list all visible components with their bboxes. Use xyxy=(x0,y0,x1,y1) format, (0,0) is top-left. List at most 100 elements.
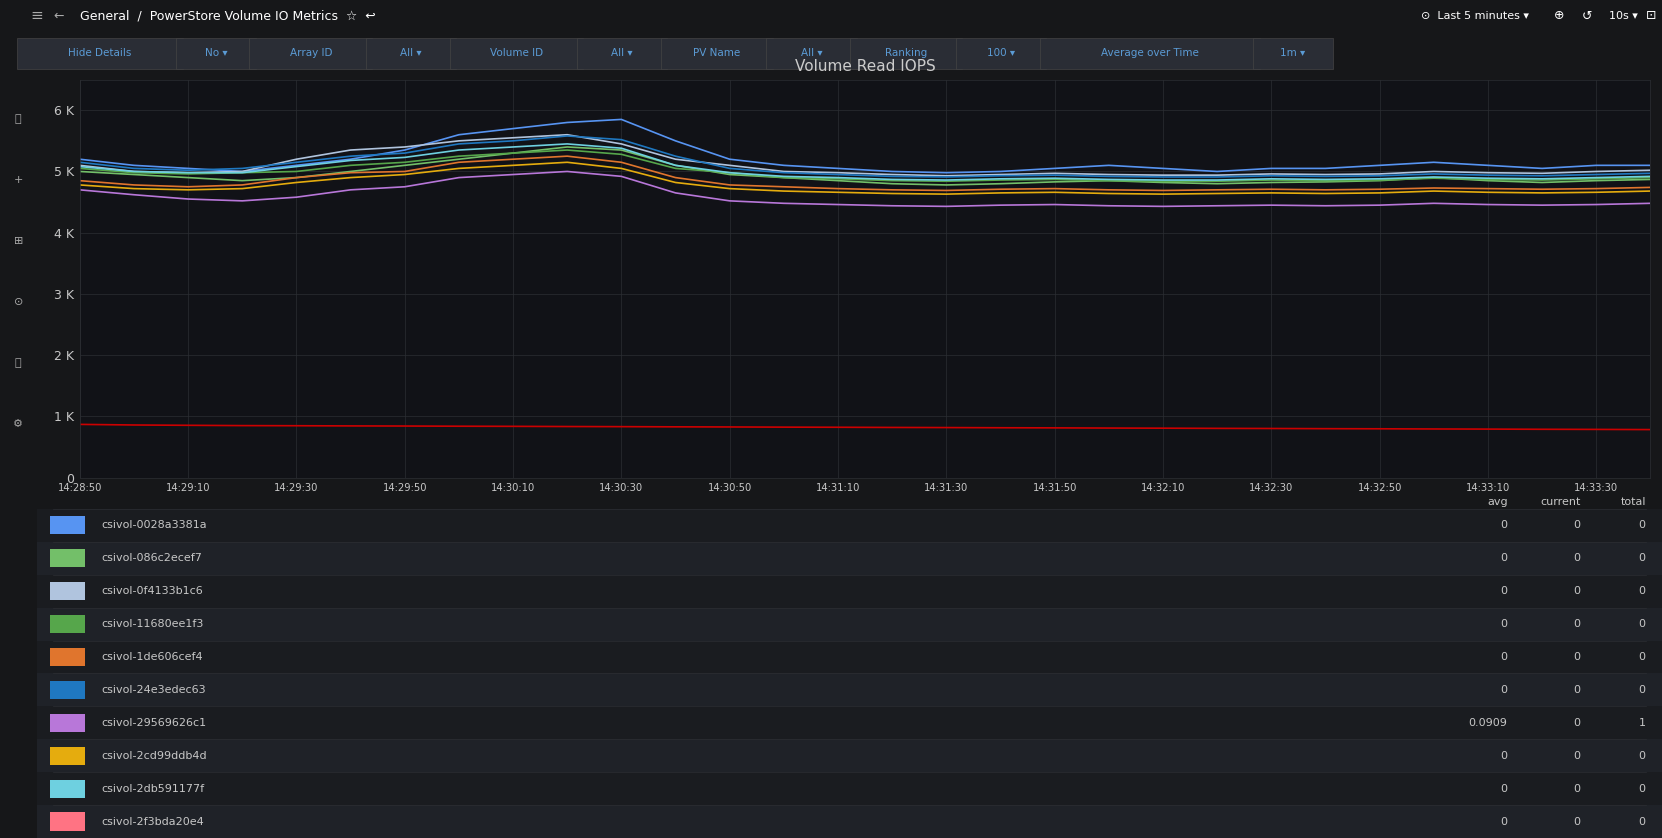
Text: Hide Details: Hide Details xyxy=(68,48,131,58)
Text: 0: 0 xyxy=(1501,816,1507,826)
Text: csivol-2cd99ddb4d: csivol-2cd99ddb4d xyxy=(101,751,208,761)
Text: 100 ▾: 100 ▾ xyxy=(987,48,1015,58)
FancyBboxPatch shape xyxy=(50,549,85,567)
Text: ⚙: ⚙ xyxy=(13,419,23,428)
Text: All ▾: All ▾ xyxy=(801,48,823,58)
Text: Ranking: Ranking xyxy=(886,48,927,58)
Text: 0: 0 xyxy=(1639,553,1645,563)
Text: csivol-24e3edec63: csivol-24e3edec63 xyxy=(101,685,206,695)
Text: csivol-11680ee1f3: csivol-11680ee1f3 xyxy=(101,619,204,629)
Text: csivol-086c2ecef7: csivol-086c2ecef7 xyxy=(101,553,203,563)
Text: ⊙  Last 5 minutes ▾: ⊙ Last 5 minutes ▾ xyxy=(1421,11,1529,21)
Text: PV Name: PV Name xyxy=(693,48,740,58)
Text: ⊡: ⊡ xyxy=(1645,9,1655,23)
FancyBboxPatch shape xyxy=(37,608,1662,640)
Text: 0: 0 xyxy=(1574,619,1581,629)
FancyBboxPatch shape xyxy=(37,509,1662,542)
FancyBboxPatch shape xyxy=(50,516,85,535)
FancyBboxPatch shape xyxy=(50,813,85,830)
Text: csivol-2db591177f: csivol-2db591177f xyxy=(101,784,204,794)
Text: 0: 0 xyxy=(1501,751,1507,761)
Text: No ▾: No ▾ xyxy=(204,48,228,58)
Text: csivol-2f3bda20e4: csivol-2f3bda20e4 xyxy=(101,816,204,826)
FancyBboxPatch shape xyxy=(449,39,583,69)
Text: ≡: ≡ xyxy=(30,8,43,23)
Text: Average over Time: Average over Time xyxy=(1100,48,1198,58)
Text: All ▾: All ▾ xyxy=(612,48,633,58)
FancyBboxPatch shape xyxy=(50,680,85,699)
Text: 0: 0 xyxy=(1574,587,1581,596)
Title: Volume Read IOPS: Volume Read IOPS xyxy=(794,59,936,75)
Text: csivol-1de606cef4: csivol-1de606cef4 xyxy=(101,652,203,662)
Text: 0: 0 xyxy=(1574,784,1581,794)
FancyBboxPatch shape xyxy=(50,747,85,765)
Text: ↺: ↺ xyxy=(1582,9,1592,23)
Text: total: total xyxy=(1620,497,1645,507)
FancyBboxPatch shape xyxy=(577,39,668,69)
Text: 0: 0 xyxy=(1639,784,1645,794)
Text: 0: 0 xyxy=(1574,553,1581,563)
Text: csivol-29569626c1: csivol-29569626c1 xyxy=(101,718,206,728)
Text: 0: 0 xyxy=(1501,652,1507,662)
Text: 0: 0 xyxy=(1501,520,1507,530)
Text: General  /  PowerStore Volume IO Metrics  ☆  ↩: General / PowerStore Volume IO Metrics ☆… xyxy=(80,9,376,23)
Text: 0: 0 xyxy=(1501,784,1507,794)
Text: 1: 1 xyxy=(1639,718,1645,728)
Text: 0: 0 xyxy=(1574,652,1581,662)
Text: 0: 0 xyxy=(1501,553,1507,563)
Text: 0: 0 xyxy=(1501,619,1507,629)
Text: 0: 0 xyxy=(1501,587,1507,596)
FancyBboxPatch shape xyxy=(37,640,1662,674)
Text: 0: 0 xyxy=(1639,520,1645,530)
FancyBboxPatch shape xyxy=(50,582,85,600)
Text: All ▾: All ▾ xyxy=(401,48,422,58)
Text: Array ID: Array ID xyxy=(289,48,332,58)
Text: 0: 0 xyxy=(1639,619,1645,629)
Text: csivol-0f4133b1c6: csivol-0f4133b1c6 xyxy=(101,587,203,596)
FancyBboxPatch shape xyxy=(766,39,858,69)
FancyBboxPatch shape xyxy=(176,39,256,69)
Text: +: + xyxy=(13,174,23,184)
FancyBboxPatch shape xyxy=(851,39,962,69)
FancyBboxPatch shape xyxy=(37,805,1662,838)
FancyBboxPatch shape xyxy=(50,779,85,798)
FancyBboxPatch shape xyxy=(37,575,1662,608)
Text: ←: ← xyxy=(53,9,63,23)
Text: Volume ID: Volume ID xyxy=(490,48,543,58)
FancyBboxPatch shape xyxy=(50,615,85,634)
Text: 10s ▾: 10s ▾ xyxy=(1609,11,1637,21)
FancyBboxPatch shape xyxy=(366,39,455,69)
FancyBboxPatch shape xyxy=(37,739,1662,772)
Text: ⊙: ⊙ xyxy=(13,297,23,307)
FancyBboxPatch shape xyxy=(37,542,1662,575)
Text: ⊕: ⊕ xyxy=(1554,9,1564,23)
Text: 1m ▾: 1m ▾ xyxy=(1280,48,1306,58)
FancyBboxPatch shape xyxy=(17,39,183,69)
FancyBboxPatch shape xyxy=(37,674,1662,706)
FancyBboxPatch shape xyxy=(661,39,773,69)
FancyBboxPatch shape xyxy=(50,648,85,666)
Text: 0.0909: 0.0909 xyxy=(1469,718,1507,728)
FancyBboxPatch shape xyxy=(50,714,85,732)
Text: 0: 0 xyxy=(1574,816,1581,826)
FancyBboxPatch shape xyxy=(37,706,1662,739)
Text: 🔔: 🔔 xyxy=(15,358,22,368)
Text: 🔍: 🔍 xyxy=(15,113,22,123)
FancyBboxPatch shape xyxy=(37,772,1662,805)
Text: 0: 0 xyxy=(1639,816,1645,826)
Text: 0: 0 xyxy=(1639,685,1645,695)
Text: 0: 0 xyxy=(1501,685,1507,695)
FancyBboxPatch shape xyxy=(1040,39,1260,69)
Text: 0: 0 xyxy=(1574,751,1581,761)
Text: ⊞: ⊞ xyxy=(13,235,23,246)
Text: current: current xyxy=(1541,497,1581,507)
FancyBboxPatch shape xyxy=(249,39,372,69)
Text: avg: avg xyxy=(1487,497,1507,507)
Text: 0: 0 xyxy=(1574,520,1581,530)
Text: 0: 0 xyxy=(1574,718,1581,728)
Text: 0: 0 xyxy=(1574,685,1581,695)
Text: 0: 0 xyxy=(1639,751,1645,761)
FancyBboxPatch shape xyxy=(1253,39,1333,69)
FancyBboxPatch shape xyxy=(956,39,1047,69)
Text: 0: 0 xyxy=(1639,652,1645,662)
